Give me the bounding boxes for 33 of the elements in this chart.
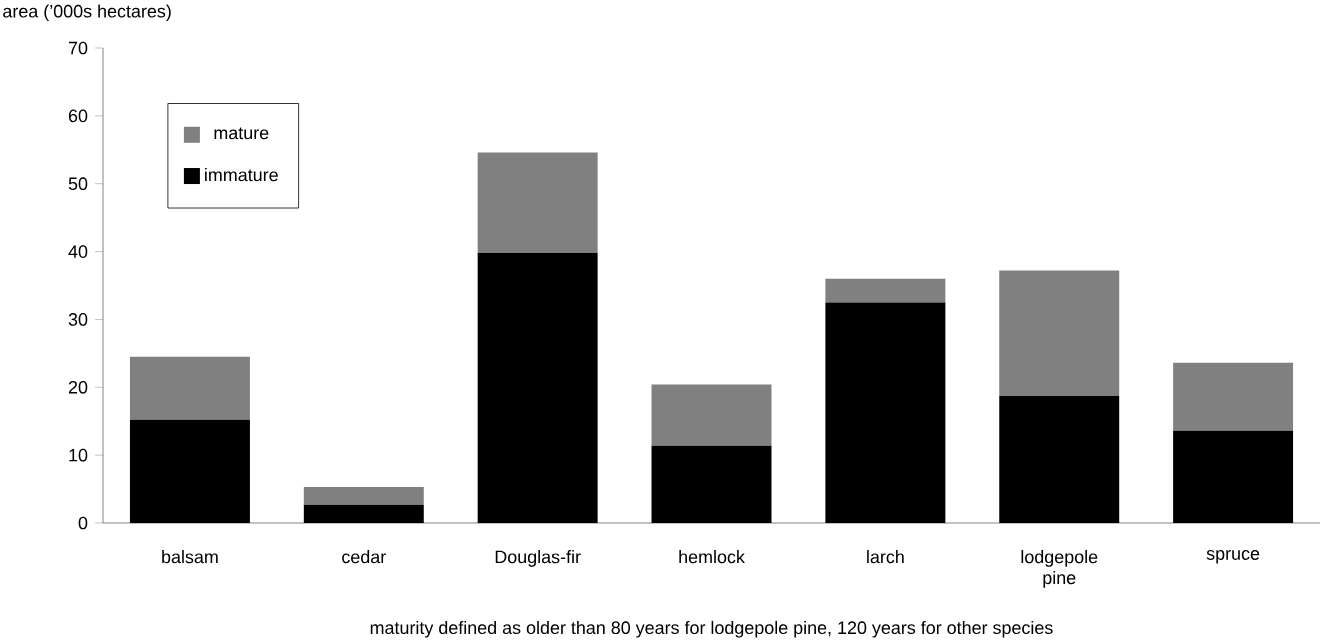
y-tick-label: 70 [68, 41, 88, 55]
bar [129, 419, 250, 523]
text: maturity defined as older than 80 years for lodgepole pine, 120 years for other species [370, 620, 1053, 638]
x-tick-label: cedar [342, 550, 386, 564]
legend-label: immature [205, 168, 278, 182]
bar [651, 445, 772, 523]
x-tick-label: balsam [162, 550, 218, 564]
y-tick-label: 20 [68, 380, 88, 394]
bar [303, 487, 424, 505]
y-tick-label: 60 [68, 109, 88, 123]
bar [477, 152, 598, 253]
x-tick-label: Douglas-fir [495, 550, 581, 567]
bar [999, 270, 1120, 397]
bar [477, 252, 598, 523]
y-tick-label: 30 [68, 313, 88, 326]
x-tick-label: lodgepole pine [1021, 550, 1098, 588]
bar [1173, 362, 1294, 431]
bar [825, 302, 946, 523]
x-tick-label: larch [867, 550, 904, 564]
y-axis-title: area (’000s hectares) [3, 4, 171, 22]
y-tick-label: 50 [68, 177, 88, 191]
y-tick-label: 0 [78, 516, 88, 530]
y-tick-label: 10 [69, 448, 88, 462]
bar [129, 356, 250, 420]
bar [651, 384, 772, 446]
bar [303, 504, 424, 523]
legend-label: mature [214, 127, 269, 140]
bar [825, 278, 946, 303]
y-tick-label: 40 [68, 245, 88, 258]
bar [1173, 430, 1294, 523]
bar [999, 396, 1120, 523]
x-tick-label: spruce [1206, 550, 1260, 564]
x-tick-label: hemlock [679, 550, 745, 564]
